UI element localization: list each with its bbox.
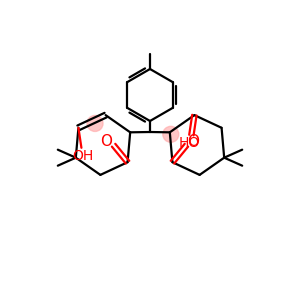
Circle shape xyxy=(87,116,103,131)
Text: HO: HO xyxy=(179,136,200,150)
Text: O: O xyxy=(188,134,200,149)
Text: O: O xyxy=(100,134,112,149)
Text: OH: OH xyxy=(72,149,93,163)
Circle shape xyxy=(163,126,179,142)
